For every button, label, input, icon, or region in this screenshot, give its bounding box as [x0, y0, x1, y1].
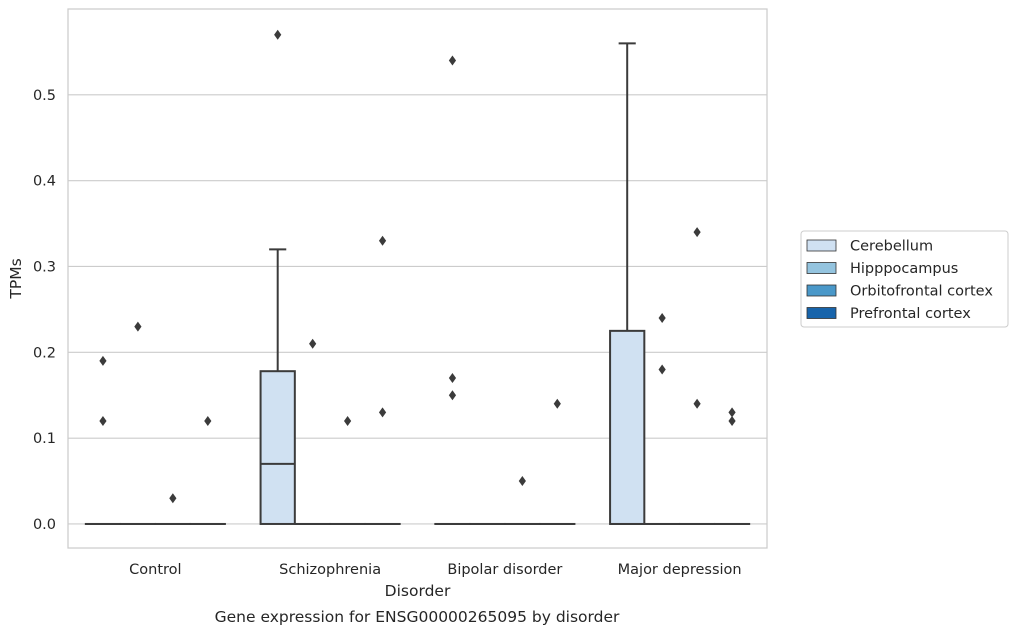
outlier-point — [658, 312, 666, 323]
x-tick-label: Control — [129, 562, 181, 578]
box-cerebellum — [84, 355, 122, 525]
outlier-point — [134, 321, 142, 332]
outlier-point — [309, 338, 317, 349]
box-cerebellum — [259, 29, 296, 525]
outlier-point — [344, 415, 352, 426]
box-prefrontal-cortex — [189, 415, 226, 525]
legend: Cerebellum Hipppocampus Orbitofrontal cort… — [800, 230, 1009, 328]
outlier-point — [378, 235, 387, 246]
legend-label: Prefrontal cortex — [850, 306, 971, 322]
outlier-point — [658, 364, 666, 375]
y-tick-label: 0.4 — [33, 174, 56, 190]
box-body — [609, 329, 646, 525]
box-plot-series — [84, 29, 751, 525]
legend-frame — [800, 230, 1009, 328]
legend-label: Cerebellum — [850, 239, 933, 255]
outlier-point — [204, 415, 212, 426]
legend-label: Hipppocampus — [850, 261, 958, 277]
y-axis-ticks: 0.0 0.1 0.2 0.3 0.4 0.5 — [33, 88, 56, 533]
outlier-point — [99, 355, 107, 366]
outlier-point — [518, 476, 526, 487]
box-cerebellum — [609, 42, 646, 525]
outlier-point — [274, 29, 282, 40]
x-tick-label: Major depression — [618, 562, 742, 578]
x-tick-label: Bipolar disorder — [447, 562, 562, 578]
outlier-point — [728, 407, 736, 418]
figure-caption: Gene expression for ENSG00000265095 by d… — [215, 608, 620, 626]
outlier-point — [448, 373, 457, 384]
x-axis-ticks: Control Schizophrenia Bipolar disorder Majo… — [129, 562, 741, 578]
box-body — [259, 370, 296, 525]
outlier-point — [448, 390, 457, 401]
box-orbitofrontal-cortex — [678, 227, 716, 525]
box-hipppocampus — [294, 338, 331, 525]
legend-swatch — [806, 284, 837, 297]
y-tick-label: 0.5 — [33, 88, 56, 104]
legend-swatch — [806, 239, 837, 252]
gridlines — [68, 94, 767, 525]
outlier-point — [99, 415, 107, 426]
box-hipppocampus — [644, 312, 681, 525]
legend-swatch — [806, 307, 837, 319]
y-tick-label: 0.1 — [33, 431, 56, 447]
box-prefrontal-cortex — [713, 407, 751, 525]
outlier-point — [169, 493, 177, 504]
outlier-point — [728, 415, 736, 426]
plot-area-frame — [67, 8, 768, 549]
box-cerebellum — [434, 55, 471, 525]
outlier-point — [553, 398, 561, 409]
outlier-point — [693, 398, 701, 409]
y-tick-label: 0.3 — [33, 259, 56, 275]
outlier-point — [448, 55, 457, 66]
x-tick-label: Schizophrenia — [279, 562, 381, 578]
outlier-point — [693, 227, 701, 238]
box-orbitofrontal-cortex — [329, 415, 366, 525]
legend-label: Orbitofrontal cortex — [850, 284, 993, 300]
legend-swatch — [806, 262, 837, 274]
x-axis-label: Disorder — [385, 582, 451, 600]
box-orbitofrontal-cortex — [154, 493, 191, 525]
y-axis-label: TPMs — [7, 258, 25, 299]
y-tick-label: 0.2 — [33, 345, 56, 361]
outlier-point — [378, 407, 387, 418]
box-prefrontal-cortex — [539, 398, 576, 525]
box-hipppocampus — [119, 321, 157, 525]
box-orbitofrontal-cortex — [504, 476, 541, 525]
box-prefrontal-cortex — [364, 235, 401, 525]
y-tick-label: 0.0 — [33, 517, 56, 533]
